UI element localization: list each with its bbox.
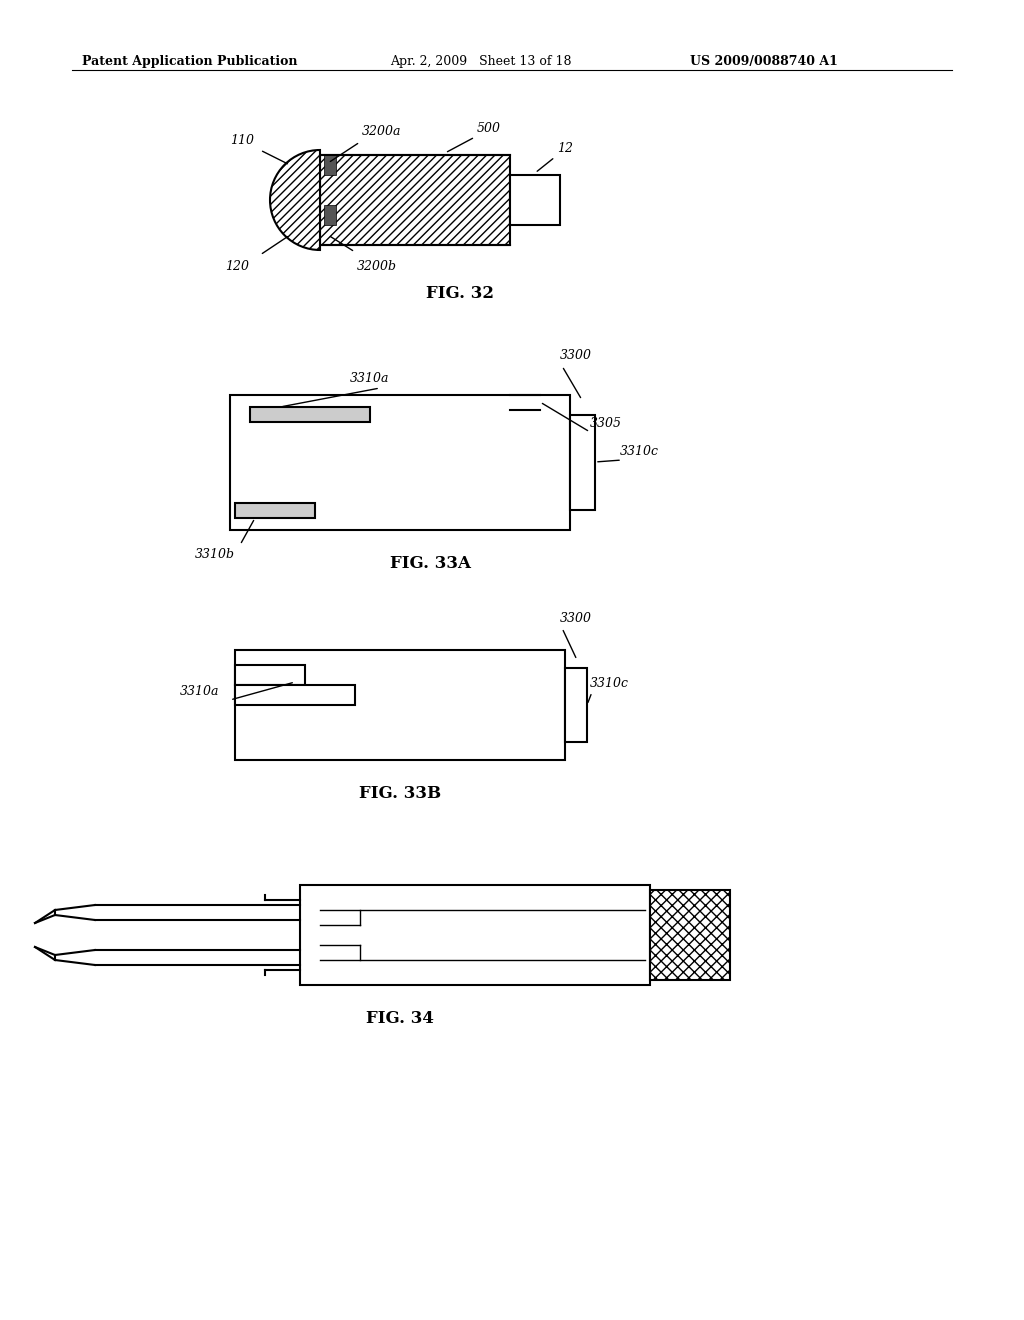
Text: Patent Application Publication: Patent Application Publication xyxy=(82,55,298,69)
Bar xyxy=(319,154,510,246)
Text: FIG. 33A: FIG. 33A xyxy=(389,554,470,572)
Text: 3305: 3305 xyxy=(590,417,622,430)
Text: Apr. 2, 2009   Sheet 13 of 18: Apr. 2, 2009 Sheet 13 of 18 xyxy=(390,55,571,69)
Text: 3200b: 3200b xyxy=(357,260,397,273)
Bar xyxy=(230,395,570,531)
Text: 3310a: 3310a xyxy=(180,685,219,698)
Text: 3310c: 3310c xyxy=(590,677,629,690)
Text: 3200a: 3200a xyxy=(362,125,401,139)
Text: FIG. 32: FIG. 32 xyxy=(426,285,494,302)
Bar xyxy=(324,154,336,176)
Bar xyxy=(300,884,650,985)
Text: FIG. 33B: FIG. 33B xyxy=(359,785,441,803)
Bar xyxy=(234,685,355,705)
Text: FIG. 34: FIG. 34 xyxy=(366,1010,434,1027)
Text: 120: 120 xyxy=(225,260,249,273)
Bar xyxy=(650,890,730,979)
Bar xyxy=(234,503,315,517)
Text: 3300: 3300 xyxy=(560,612,592,624)
Bar xyxy=(250,407,370,422)
Bar xyxy=(234,665,305,685)
Bar xyxy=(234,649,565,760)
Text: 3310c: 3310c xyxy=(620,445,659,458)
Bar xyxy=(565,668,587,742)
Text: 12: 12 xyxy=(557,143,573,154)
Text: 3310b: 3310b xyxy=(195,548,234,561)
Text: 3300: 3300 xyxy=(560,348,592,362)
Wedge shape xyxy=(270,150,319,249)
Text: US 2009/0088740 A1: US 2009/0088740 A1 xyxy=(690,55,838,69)
Bar xyxy=(324,205,336,224)
Text: 3310a: 3310a xyxy=(350,372,389,385)
Bar xyxy=(510,176,560,224)
Text: 500: 500 xyxy=(477,121,501,135)
Text: 110: 110 xyxy=(230,135,254,147)
Bar xyxy=(570,414,595,510)
